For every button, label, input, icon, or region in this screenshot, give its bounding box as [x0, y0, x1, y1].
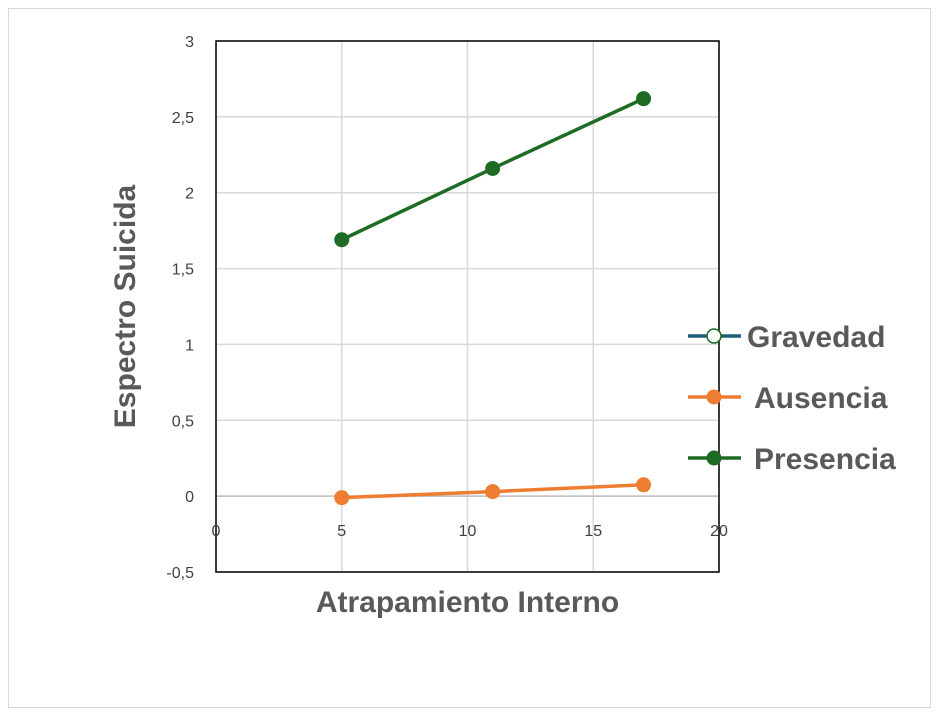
y-tick-label: 0,5	[172, 413, 194, 430]
x-axis-title: Atrapamiento Interno	[316, 586, 619, 619]
legend: Gravedad Ausencia Presencia	[688, 321, 896, 476]
y-tick-label: 2	[185, 186, 194, 203]
data-point-ausencia	[485, 484, 501, 500]
legend-label-gravedad: Gravedad	[747, 321, 885, 354]
legend-marker-gravedad	[706, 328, 722, 344]
data-point-ausencia	[334, 490, 350, 506]
x-tick-label: 0	[212, 523, 221, 540]
y-axis-title: Espectro Suicida	[109, 184, 142, 428]
y-tick-label: 2,5	[172, 110, 194, 127]
y-tick-label: 0	[185, 489, 194, 506]
x-tick-label: 10	[459, 523, 477, 540]
y-tick-label: 3	[185, 34, 194, 51]
series-layer	[334, 91, 652, 506]
x-tick-labels: 0 5 10 15 20	[212, 523, 728, 540]
x-tick-label: 15	[584, 523, 602, 540]
data-point-presencia	[636, 91, 652, 107]
y-tick-label: 1	[185, 337, 194, 354]
legend-marker-ausencia	[706, 389, 722, 405]
data-point-presencia	[485, 160, 501, 176]
y-tick-label: 1,5	[172, 262, 194, 279]
y-tick-labels: -0,5 0 0,5 1 1,5 2 2,5 3	[166, 34, 194, 582]
legend-label-ausencia: Ausencia	[754, 382, 888, 415]
legend-label-presencia: Presencia	[754, 443, 896, 476]
plot-area-border	[215, 40, 720, 573]
x-tick-label: 5	[337, 523, 346, 540]
chart-frame	[8, 8, 931, 708]
data-point-ausencia	[636, 477, 652, 493]
data-point-presencia	[334, 232, 350, 248]
legend-marker-presencia	[706, 450, 722, 466]
x-tick-label: 20	[710, 523, 728, 540]
y-tick-label: -0,5	[166, 565, 194, 582]
